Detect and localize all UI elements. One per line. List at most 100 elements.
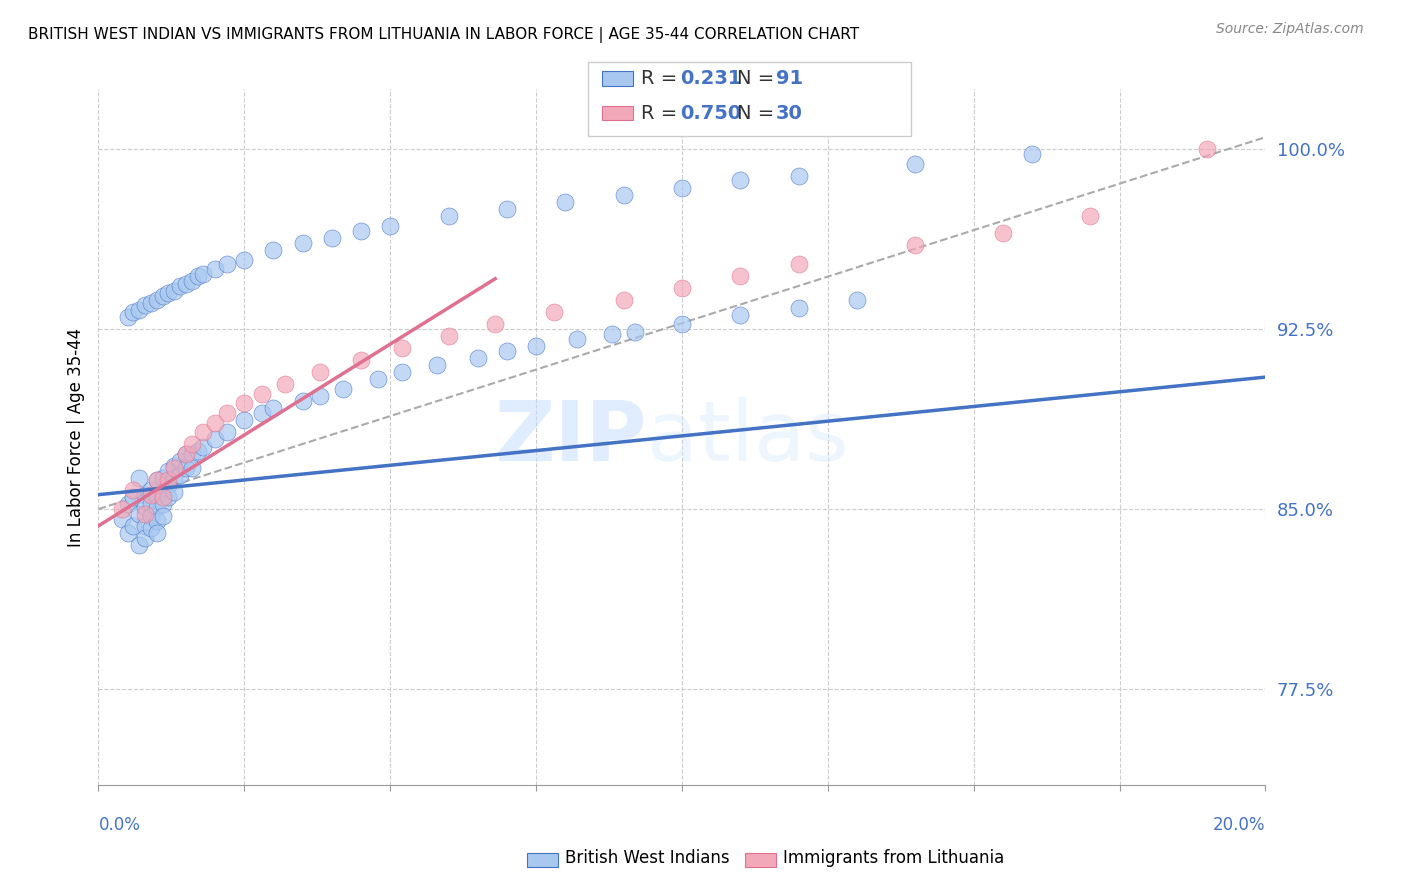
Point	[180, 274, 202, 288]
Point	[321, 231, 343, 245]
Point	[169, 454, 191, 468]
Point	[215, 406, 238, 420]
Point	[671, 318, 693, 332]
Point	[117, 310, 139, 325]
Point	[111, 511, 134, 525]
Point	[233, 252, 256, 267]
Point	[134, 500, 156, 514]
Point	[128, 471, 150, 485]
Text: 0.0%: 0.0%	[98, 816, 141, 834]
Text: N =: N =	[737, 103, 780, 123]
Point	[152, 497, 174, 511]
Point	[233, 396, 256, 410]
Point	[139, 488, 162, 502]
Text: Source: ZipAtlas.com: Source: ZipAtlas.com	[1216, 22, 1364, 37]
Point	[543, 305, 565, 319]
Point	[291, 235, 314, 250]
Point	[496, 202, 519, 216]
Point	[163, 284, 186, 298]
Point	[146, 488, 169, 502]
Text: R =: R =	[641, 103, 683, 123]
Point	[350, 353, 373, 368]
Text: 30: 30	[776, 103, 803, 123]
Point	[139, 509, 162, 524]
Point	[122, 483, 145, 497]
Point	[380, 219, 402, 233]
Point	[146, 473, 169, 487]
Point	[139, 483, 162, 497]
Point	[187, 269, 209, 284]
Point	[134, 531, 156, 545]
Point	[157, 478, 180, 492]
Point	[309, 365, 332, 379]
Point	[1021, 147, 1043, 161]
Point	[152, 288, 174, 302]
Point	[991, 226, 1014, 240]
Point	[134, 488, 156, 502]
Point	[730, 269, 752, 284]
Point	[122, 519, 145, 533]
Point	[309, 389, 332, 403]
Point	[157, 286, 180, 301]
Point	[163, 458, 186, 473]
Point	[612, 187, 634, 202]
Point	[174, 461, 197, 475]
Point	[139, 295, 162, 310]
Point	[163, 485, 186, 500]
Point	[787, 257, 810, 271]
Point	[128, 507, 150, 521]
Point	[215, 257, 238, 271]
Point	[146, 514, 169, 528]
Point	[612, 293, 634, 308]
Point	[437, 210, 460, 224]
Point	[128, 302, 150, 317]
Point	[730, 308, 752, 322]
Point	[163, 461, 186, 475]
Point	[624, 325, 647, 339]
Point	[146, 526, 169, 541]
Point	[146, 500, 169, 514]
Point	[332, 382, 354, 396]
Point	[846, 293, 869, 308]
Point	[152, 471, 174, 485]
Point	[157, 464, 180, 478]
Point	[174, 277, 197, 291]
Point	[128, 538, 150, 552]
Point	[1195, 142, 1218, 156]
Point	[122, 305, 145, 319]
Point	[233, 413, 256, 427]
Point	[426, 358, 449, 372]
Point	[157, 490, 180, 504]
Point	[262, 401, 284, 416]
Point	[134, 298, 156, 312]
Point	[146, 473, 169, 487]
Text: atlas: atlas	[647, 397, 849, 477]
Point	[174, 447, 197, 461]
Point	[193, 267, 215, 281]
Point	[187, 444, 209, 458]
Point	[730, 173, 752, 187]
Point	[787, 169, 810, 183]
Point	[180, 447, 202, 461]
Point	[437, 329, 460, 343]
Point	[117, 526, 139, 541]
Point	[193, 440, 215, 454]
Text: 0.750: 0.750	[681, 103, 742, 123]
Point	[391, 365, 413, 379]
Point	[367, 372, 389, 386]
Point	[146, 293, 169, 308]
Y-axis label: In Labor Force | Age 35-44: In Labor Force | Age 35-44	[66, 327, 84, 547]
Text: BRITISH WEST INDIAN VS IMMIGRANTS FROM LITHUANIA IN LABOR FORCE | AGE 35-44 CORR: BRITISH WEST INDIAN VS IMMIGRANTS FROM L…	[28, 27, 859, 43]
Point	[204, 433, 226, 447]
Point	[193, 425, 215, 440]
Point	[250, 406, 273, 420]
Point	[787, 301, 810, 315]
Point	[291, 394, 314, 409]
Text: 20.0%: 20.0%	[1213, 816, 1265, 834]
Point	[157, 473, 180, 487]
Text: Immigrants from Lithuania: Immigrants from Lithuania	[783, 849, 1004, 867]
Text: 0.231: 0.231	[681, 69, 742, 88]
Point	[215, 425, 238, 440]
Point	[524, 339, 547, 353]
Point	[122, 490, 145, 504]
